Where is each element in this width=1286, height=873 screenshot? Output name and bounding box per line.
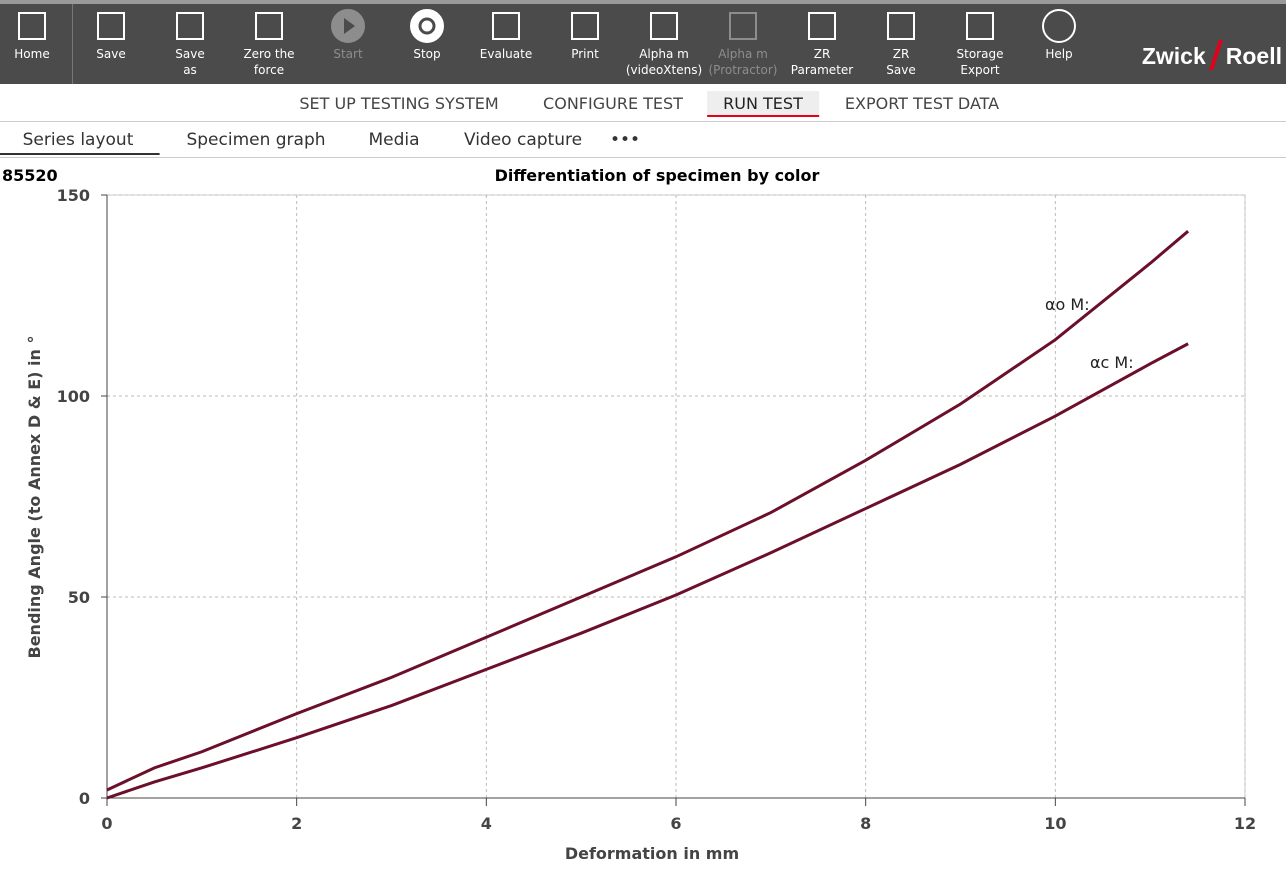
button-label: Alpha m	[639, 47, 689, 61]
toolbar-button: Start	[309, 4, 388, 84]
nav-tabs: SET UP TESTING SYSTEM CONFIGURE TEST RUN T…	[0, 84, 1286, 122]
sub-tab[interactable]: •••	[609, 130, 641, 150]
button-label: Evaluate	[479, 47, 533, 61]
plot-frame	[106, 194, 1246, 799]
button-label: ZR	[813, 47, 831, 61]
button-label: Home	[14, 47, 50, 61]
button-icon	[966, 12, 994, 40]
toolbar-button[interactable]: Storage Export	[941, 4, 1020, 84]
separator	[72, 4, 73, 84]
toolbar-button[interactable]: Zero the force	[230, 4, 309, 84]
toolbar-button[interactable]: Save	[72, 4, 151, 84]
button-label: Start	[333, 47, 363, 61]
button-label: (Protractor)	[708, 63, 778, 77]
y-tick-label: 50	[68, 588, 90, 607]
data-line	[106, 230, 1190, 792]
toolbar-button[interactable]: Stop	[388, 4, 467, 84]
button-icon	[410, 9, 444, 43]
nav-tab[interactable]: EXPORT TEST DATA	[844, 94, 1000, 113]
toolbar-button[interactable]: Print	[546, 4, 625, 84]
button-label: Print	[571, 47, 599, 61]
chart-title: Differentiation of specimen by color	[495, 166, 820, 185]
sub-tab[interactable]: Series layout	[0, 130, 160, 155]
x-tick-label: 2	[291, 814, 302, 833]
logo-text: Zwick	[1141, 43, 1206, 69]
button-icon	[808, 12, 836, 40]
button-icon	[492, 12, 520, 40]
logo: Zwick Roell	[1142, 40, 1282, 70]
button-label: Zero the	[243, 47, 295, 61]
button-icon	[650, 12, 678, 40]
x-axis-title: Deformation in mm	[565, 844, 739, 863]
button-label: Help	[1045, 47, 1073, 61]
nav-tab[interactable]: RUN TEST	[707, 91, 819, 117]
button-icon	[255, 12, 283, 40]
button-label: (videoXtens)	[625, 63, 703, 77]
sub-tabs: Series layout Specimen graph Media Video ca…	[0, 122, 1286, 158]
sub-tab[interactable]: Media	[368, 130, 420, 150]
toolbar-button[interactable]: ZR Parameter	[783, 4, 862, 84]
x-tick-label: 8	[860, 814, 871, 833]
button-label: as	[183, 63, 197, 77]
button-icon	[176, 12, 204, 40]
sub-tab[interactable]: Video capture	[463, 130, 583, 150]
specimen-id: 85520	[2, 166, 58, 185]
data-line	[106, 342, 1189, 800]
button-label: Export	[960, 63, 1000, 77]
button-label: Save	[175, 47, 205, 61]
button-label: ZR	[892, 47, 910, 61]
button-label: Stop	[413, 47, 441, 61]
button-icon	[1042, 9, 1076, 43]
button-icon	[18, 12, 46, 40]
toolbar-button[interactable]: Alpha m (videoXtens)	[625, 4, 704, 84]
toolbar: Zwick Roell Home Save Save as Zero the force St…	[0, 0, 1286, 84]
nav-tab[interactable]: CONFIGURE TEST	[543, 94, 683, 113]
sub-tab[interactable]: Specimen graph	[186, 130, 326, 150]
button-label: Alpha m	[718, 47, 768, 61]
nav-tab[interactable]: SET UP TESTING SYSTEM	[299, 94, 499, 113]
toolbar-button[interactable]: Evaluate	[467, 4, 546, 84]
button-label: Save	[886, 63, 916, 77]
toolbar-button: Alpha m (Protractor)	[704, 4, 783, 84]
button-icon	[571, 12, 599, 40]
button-icon	[729, 12, 757, 40]
x-tick-label: 4	[481, 814, 492, 833]
logo-slash	[1208, 40, 1223, 70]
button-label: force	[253, 63, 285, 77]
y-tick-label: 0	[79, 789, 90, 808]
x-tick-label: 6	[670, 814, 681, 833]
button-icon	[97, 12, 125, 40]
x-tick-label: 10	[1044, 814, 1066, 833]
toolbar-button[interactable]: Save as	[151, 4, 230, 84]
annotation: αo M:	[1045, 295, 1090, 314]
y-tick-label: 150	[57, 186, 90, 205]
toolbar-button[interactable]: ZR Save	[862, 4, 941, 84]
toolbar-button[interactable]: Help	[1020, 4, 1099, 84]
button-icon	[887, 12, 915, 40]
x-tick-label: 12	[1234, 814, 1256, 833]
y-tick-label: 100	[57, 387, 90, 406]
toolbar-button[interactable]: Home	[0, 4, 72, 84]
logo-text: Roell	[1225, 43, 1282, 69]
x-tick-label: 0	[101, 814, 112, 833]
annotation: αc M:	[1090, 353, 1134, 372]
button-label: Save	[96, 47, 126, 61]
button-icon	[331, 9, 365, 43]
button-label: Parameter	[790, 63, 854, 77]
y-axis-title: Bending Angle (to Annex D & E) in °	[25, 336, 44, 659]
button-label: Storage	[956, 47, 1004, 61]
